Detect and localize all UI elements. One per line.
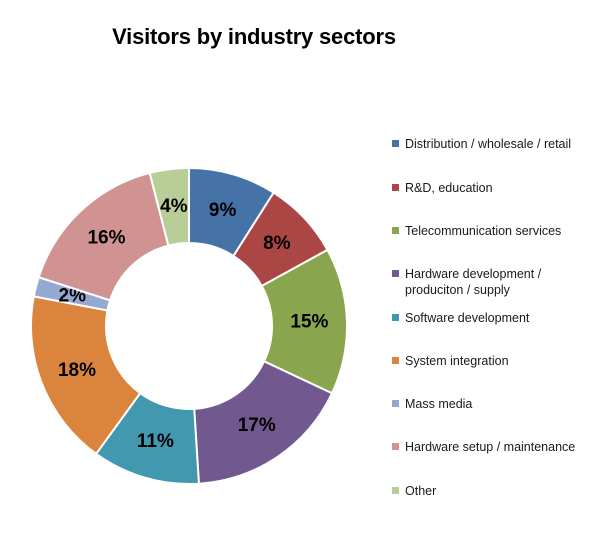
slice-data-label: 18% <box>58 360 96 381</box>
slice-data-label: 11% <box>137 431 174 452</box>
legend-item: System integration <box>392 353 509 369</box>
legend-swatch <box>392 443 399 450</box>
slice-data-label: 17% <box>238 415 276 436</box>
legend-item: R&D, education <box>392 180 493 196</box>
donut-slice <box>148 166 190 247</box>
legend-item: Hardware setup / maintenance <box>392 439 575 455</box>
legend-swatch <box>392 140 399 147</box>
legend-label: Distribution / wholesale / retail <box>405 137 572 151</box>
legend-label: Other <box>405 484 437 498</box>
slice-data-label: 16% <box>87 228 125 249</box>
legend-swatch <box>392 487 399 494</box>
legend-item: Other <box>392 483 436 499</box>
legend-swatch <box>392 270 399 277</box>
slice-data-label: 9% <box>209 200 237 221</box>
legend-swatch <box>392 227 399 234</box>
legend-item: Telecommunication services <box>392 223 561 239</box>
donut-slice <box>30 295 142 456</box>
legend-label: Hardware setup / maintenance <box>405 440 576 454</box>
donut-slice <box>193 360 334 485</box>
legend-item: Mass media <box>392 396 472 412</box>
legend-item: Software development <box>392 310 529 326</box>
slice-data-label: 15% <box>290 312 328 333</box>
legend-label: Mass media <box>405 397 473 411</box>
donut-slice <box>37 171 170 302</box>
legend-item: Distribution / wholesale / retail <box>392 136 571 152</box>
slice-data-label: 4% <box>160 196 188 217</box>
legend-swatch <box>392 184 399 191</box>
legend-label: Software development <box>405 311 530 325</box>
legend-label: Hardware development / produciton / supp… <box>405 267 542 297</box>
legend-swatch <box>392 357 399 364</box>
legend-label: R&D, education <box>405 181 493 195</box>
slice-data-label: 8% <box>263 233 291 254</box>
legend-item: Hardware development / produciton / supp… <box>392 266 585 298</box>
legend-swatch <box>392 314 399 321</box>
legend-label: Telecommunication services <box>405 224 562 238</box>
chart-title: Visitors by industry sectors <box>112 24 396 49</box>
legend-label: System integration <box>405 354 509 368</box>
legend-swatch <box>392 400 399 407</box>
